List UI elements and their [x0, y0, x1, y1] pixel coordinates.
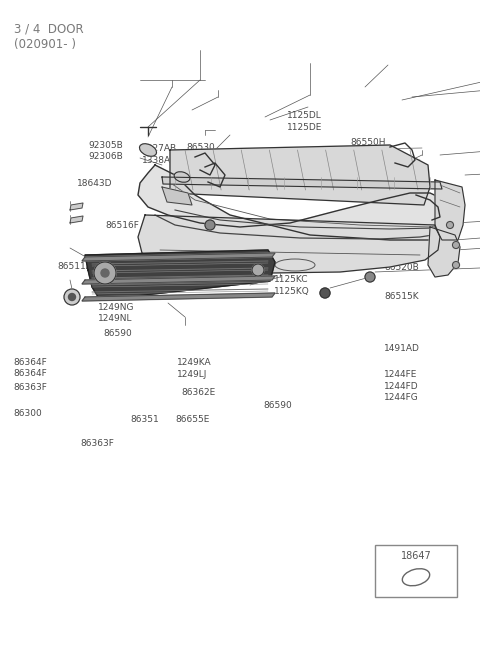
- Polygon shape: [138, 165, 455, 240]
- Polygon shape: [170, 145, 430, 205]
- Text: 86655E: 86655E: [175, 415, 210, 424]
- Ellipse shape: [174, 172, 190, 182]
- Circle shape: [94, 262, 116, 284]
- Polygon shape: [70, 203, 83, 210]
- Text: 18647: 18647: [401, 551, 432, 561]
- FancyBboxPatch shape: [375, 545, 457, 597]
- Text: 1244FE
1244FD
1244FG: 1244FE 1244FD 1244FG: [384, 370, 419, 402]
- Text: 86550H
1339CC: 86550H 1339CC: [369, 190, 404, 210]
- Text: 1249KA
1249LJ: 1249KA 1249LJ: [198, 262, 232, 282]
- Polygon shape: [82, 293, 275, 301]
- Polygon shape: [82, 276, 275, 284]
- Text: 86530: 86530: [186, 143, 215, 152]
- Polygon shape: [85, 250, 275, 300]
- Text: 86364F
86364F: 86364F 86364F: [13, 358, 47, 378]
- Text: 1125DL
1125DE: 1125DL 1125DE: [287, 111, 323, 132]
- Text: 86590: 86590: [103, 329, 132, 338]
- Text: 86516F: 86516F: [106, 221, 140, 230]
- Text: 86520B: 86520B: [384, 263, 419, 272]
- Polygon shape: [162, 187, 192, 205]
- Text: 1125AD
1125DB
1125KC
1125KQ: 1125AD 1125DB 1125KC 1125KQ: [274, 252, 310, 295]
- Text: 92305B
92306B: 92305B 92306B: [89, 141, 123, 161]
- Circle shape: [453, 261, 459, 269]
- Text: 86550H: 86550H: [350, 138, 386, 147]
- Polygon shape: [428, 227, 460, 277]
- Circle shape: [64, 289, 80, 305]
- Text: (020901- ): (020901- ): [14, 38, 76, 51]
- Text: 86362E: 86362E: [181, 388, 216, 398]
- Circle shape: [69, 293, 75, 301]
- Circle shape: [453, 242, 459, 248]
- Polygon shape: [138, 215, 440, 273]
- Text: 86511A: 86511A: [58, 262, 93, 271]
- Circle shape: [205, 220, 215, 230]
- Circle shape: [365, 272, 375, 282]
- Text: 1249KA
1249LJ: 1249KA 1249LJ: [177, 358, 211, 379]
- Text: 18643D: 18643D: [77, 179, 112, 188]
- Circle shape: [252, 264, 264, 276]
- Polygon shape: [70, 216, 83, 223]
- Text: 86593A: 86593A: [148, 175, 183, 184]
- Text: 1327AB
1338AC: 1327AB 1338AC: [142, 144, 177, 164]
- Text: 86363F: 86363F: [13, 383, 48, 392]
- Text: 1491AD: 1491AD: [384, 344, 420, 353]
- Polygon shape: [435, 180, 465, 240]
- Text: 86300: 86300: [13, 409, 42, 419]
- Text: 86363F: 86363F: [81, 439, 115, 448]
- Circle shape: [101, 269, 109, 277]
- Polygon shape: [82, 253, 275, 261]
- Text: 3 / 4  DOOR: 3 / 4 DOOR: [14, 22, 84, 35]
- Ellipse shape: [140, 143, 156, 157]
- Text: 1249NG
1249NL: 1249NG 1249NL: [98, 303, 135, 323]
- Text: 86590: 86590: [263, 401, 292, 410]
- Text: 86351: 86351: [131, 415, 159, 424]
- Circle shape: [446, 221, 454, 229]
- Text: 86515K: 86515K: [384, 292, 419, 301]
- Circle shape: [320, 288, 330, 298]
- Polygon shape: [162, 177, 442, 189]
